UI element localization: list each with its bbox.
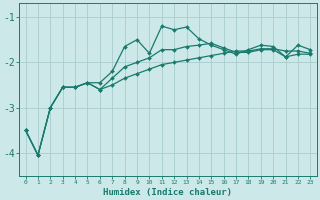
X-axis label: Humidex (Indice chaleur): Humidex (Indice chaleur) [103,188,232,197]
